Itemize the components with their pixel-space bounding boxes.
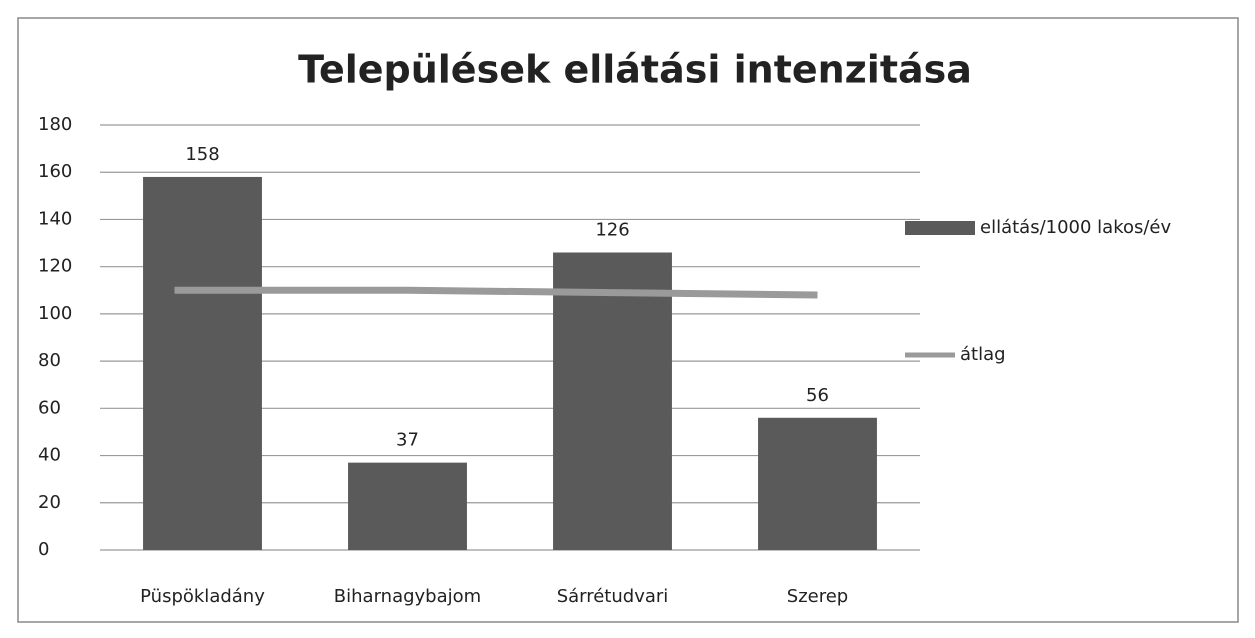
x-tick-label: Szerep [787,586,848,607]
x-tick-label: Püspökladány [140,586,265,607]
data-label: 37 [396,430,419,451]
bar [143,176,262,550]
y-tick-label: 40 [38,445,61,466]
y-tick-label: 120 [38,256,72,277]
chart-frame [17,17,1239,623]
y-tick-label: 160 [38,161,72,182]
x-tick-label: Biharnagybajom [334,586,481,607]
data-label: 126 [595,220,629,241]
y-tick-label: 80 [38,350,61,371]
chart-title: Települések ellátási intenzitása [298,48,972,92]
bar [758,417,877,550]
bar [553,252,672,550]
data-label: 56 [806,385,829,406]
y-tick-label: 20 [38,492,61,513]
y-tick-label: 140 [38,208,72,229]
y-tick-label: 180 [38,114,72,135]
bar [348,462,467,550]
y-tick-label: 100 [38,303,72,324]
y-tick-label: 0 [38,539,49,560]
legend-label: ellátás/1000 lakos/év [980,217,1172,238]
average-line [174,286,818,299]
legend-label: átlag [960,344,1006,365]
data-label: 158 [185,144,219,165]
y-tick-label: 60 [38,397,61,418]
x-tick-label: Sárrétudvari [557,586,669,607]
legend-swatch [905,221,975,235]
